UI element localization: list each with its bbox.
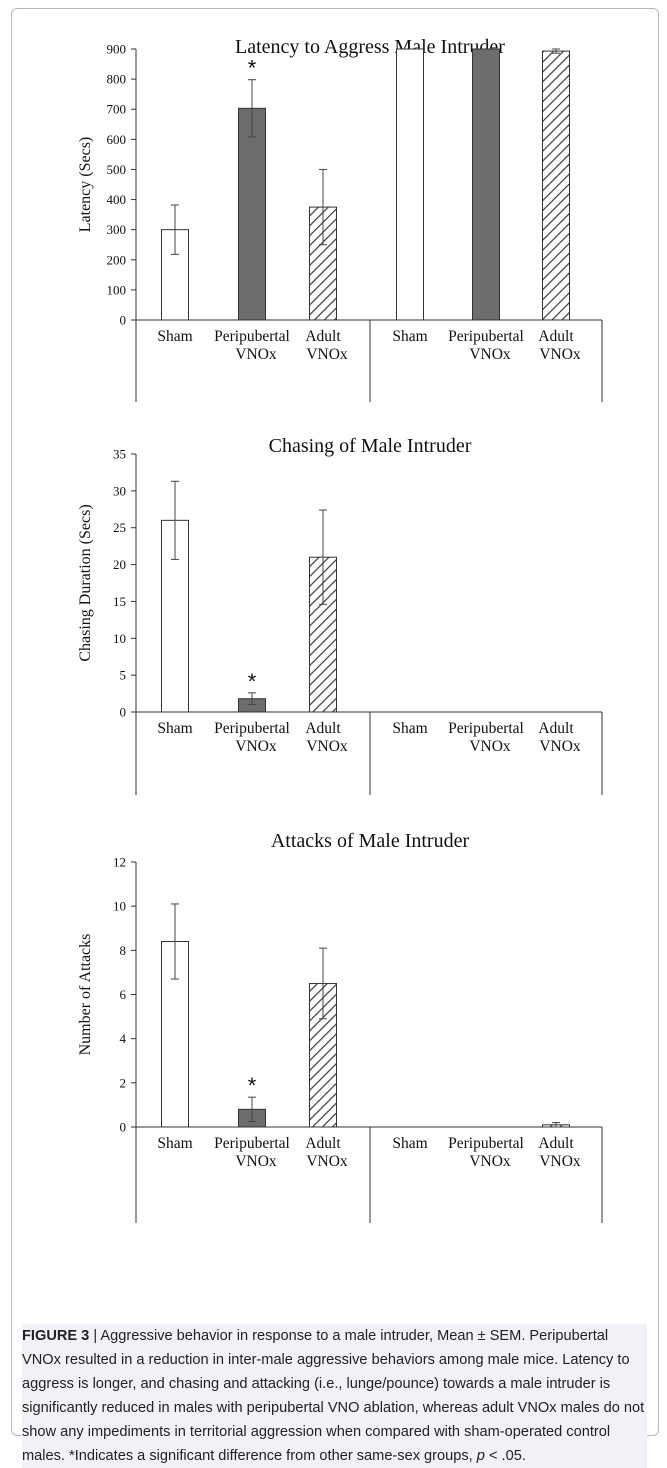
x-tick-label: Sham	[157, 720, 192, 737]
y-tick-label: 600	[107, 132, 127, 147]
y-tick-label: 0	[120, 1120, 127, 1135]
caption-p-value-symbol: p	[476, 1448, 485, 1464]
x-tick-label: Adult	[538, 720, 574, 737]
x-tick-label: VNOx	[235, 1153, 277, 1170]
y-tick-label: 25	[113, 520, 126, 535]
y-tick-label: 20	[113, 557, 126, 572]
x-tick-label: VNOx	[235, 738, 277, 755]
bar	[396, 48, 424, 321]
bar	[542, 50, 570, 321]
x-tick-label: VNOx	[539, 738, 581, 755]
x-tick-label: Sham	[157, 1135, 192, 1152]
y-axis-label: Number of Attacks	[77, 934, 94, 1056]
y-tick-label: 30	[113, 483, 126, 498]
x-tick-label: Peripubertal	[448, 720, 524, 737]
significance-marker: *	[248, 1073, 257, 1098]
x-tick-label: VNOx	[469, 1153, 511, 1170]
bar	[472, 48, 500, 321]
bar	[238, 107, 266, 321]
chart-panel-latency: Latency to Aggress Male Intruder 0 100 200 3…	[0, 0, 667, 420]
x-tick-label: Sham	[392, 1135, 427, 1152]
x-tick-label: VNOx	[235, 346, 277, 363]
x-tick-label: Adult	[538, 1135, 574, 1152]
y-tick-label: 0	[120, 313, 127, 328]
y-tick-label: 10	[113, 899, 126, 914]
chart-panel-attacks: Attacks of Male Intruder 0 2 4 6 8 10 12 Number …	[0, 815, 667, 1320]
x-tick-label: Peripubertal	[448, 328, 524, 345]
x-tick-label: Peripubertal	[214, 720, 290, 737]
y-tick-label: 200	[107, 252, 127, 267]
chart-chasing: Chasing of Male Intruder 0 5 10 15 20 25 30 35 Ch…	[77, 435, 603, 795]
x-tick-label: Peripubertal	[448, 1135, 524, 1152]
x-tick-label: Sham	[392, 328, 427, 345]
chart-title: Chasing of Male Intruder	[269, 435, 472, 457]
x-tick-label: VNOx	[306, 346, 348, 363]
caption-label: FIGURE 3	[22, 1328, 90, 1344]
x-tick-label: Peripubertal	[214, 328, 290, 345]
y-axis-label: Latency (Secs)	[77, 137, 94, 233]
caption-text-1: Aggressive behavior in response to a mal…	[22, 1328, 645, 1464]
x-tick-label: VNOx	[306, 1153, 348, 1170]
y-tick-label: 6	[120, 987, 127, 1002]
x-tick-label: Adult	[305, 328, 341, 345]
caption-text-2: < .05.	[484, 1448, 526, 1464]
y-tick-label: 5	[120, 668, 127, 683]
y-tick-label: 900	[107, 42, 127, 57]
significance-marker: *	[248, 669, 257, 694]
x-tick-label: Adult	[305, 720, 341, 737]
chart-panel-chasing: Chasing of Male Intruder 0 5 10 15 20 25 30 35 Ch…	[0, 420, 667, 815]
chart-attacks: Attacks of Male Intruder 0 2 4 6 8 10 12 Number …	[77, 830, 603, 1223]
y-tick-label: 35	[113, 447, 126, 462]
y-tick-label: 700	[107, 102, 127, 117]
x-tick-label: VNOx	[539, 1153, 581, 1170]
y-tick-label: 800	[107, 72, 127, 87]
y-tick-label: 8	[120, 943, 127, 958]
y-tick-label: 300	[107, 222, 127, 237]
x-tick-label: Adult	[538, 328, 574, 345]
y-tick-label: 500	[107, 162, 127, 177]
x-tick-label: Peripubertal	[214, 1135, 290, 1152]
chart-latency: Latency to Aggress Male Intruder 0 100 200 3…	[77, 36, 603, 402]
y-tick-label: 100	[107, 282, 127, 297]
y-tick-label: 10	[113, 631, 126, 646]
y-tick-label: 15	[113, 594, 126, 609]
y-tick-label: 400	[107, 192, 127, 207]
chart-title: Latency to Aggress Male Intruder	[235, 36, 505, 58]
caption-separator: |	[89, 1328, 101, 1344]
x-tick-label: Sham	[392, 720, 427, 737]
y-tick-label: 0	[120, 705, 127, 720]
x-tick-label: VNOx	[469, 738, 511, 755]
x-tick-label: VNOx	[469, 346, 511, 363]
x-tick-label: VNOx	[539, 346, 581, 363]
x-tick-label: VNOx	[306, 738, 348, 755]
y-tick-label: 2	[120, 1075, 127, 1090]
significance-marker: *	[248, 56, 257, 81]
chart-title: Attacks of Male Intruder	[271, 830, 470, 852]
y-tick-label: 4	[120, 1031, 127, 1046]
y-axis-label: Chasing Duration (Secs)	[77, 504, 94, 661]
x-tick-label: Adult	[305, 1135, 341, 1152]
x-tick-label: Sham	[157, 328, 192, 345]
figure-caption: FIGURE 3 | Aggressive behavior in respon…	[22, 1324, 647, 1468]
y-tick-label: 12	[113, 855, 126, 870]
